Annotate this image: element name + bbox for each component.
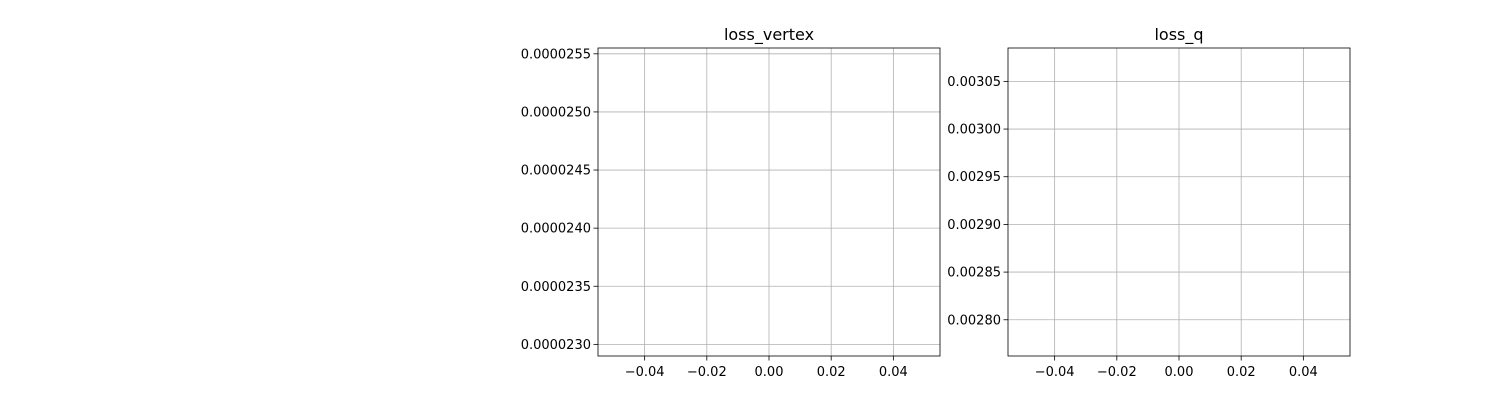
- chart-title: loss_q: [1154, 25, 1203, 45]
- x-tick-label: −0.02: [687, 365, 727, 380]
- x-tick-label: −0.04: [1035, 365, 1075, 380]
- y-tick-label: 0.00305: [947, 75, 1001, 90]
- y-tick-label: 0.0000250: [521, 105, 591, 120]
- x-tick-label: 0.04: [879, 365, 908, 380]
- y-tick-label: 0.00290: [947, 218, 1001, 233]
- x-tick-label: −0.02: [1097, 365, 1137, 380]
- chart-loss-q: −0.04 −0.02 0.00 0.02 0.04 0.00280 0.00285 0.00…: [947, 25, 1351, 380]
- x-tick-label: 0.02: [817, 365, 846, 380]
- x-tick-label: −0.04: [625, 365, 665, 380]
- y-tick-label: 0.00295: [947, 170, 1001, 185]
- y-tick-label: 0.0000230: [521, 338, 591, 353]
- y-tick-label: 0.0000235: [521, 280, 591, 295]
- y-tick-label: 0.0000245: [521, 164, 591, 179]
- y-tick-label: 0.00285: [947, 266, 1001, 281]
- x-tick-label: 0.04: [1289, 365, 1318, 380]
- axes-frame: [597, 47, 941, 357]
- chart-loss-vertex: −0.04 −0.02 0.00 0.02 0.04 0.0000230 0.0000235…: [521, 25, 941, 380]
- x-tick-label: 0.00: [1165, 365, 1194, 380]
- y-tick-label: 0.00300: [947, 123, 1001, 138]
- axes-frame: [1007, 47, 1351, 357]
- y-tick-label: 0.0000255: [521, 47, 591, 62]
- chart-title: loss_vertex: [724, 25, 814, 45]
- x-tick-label: 0.02: [1227, 365, 1256, 380]
- y-tick-label: 0.0000240: [521, 222, 591, 237]
- x-tick-label: 0.00: [755, 365, 784, 380]
- y-tick-label: 0.00280: [947, 313, 1001, 328]
